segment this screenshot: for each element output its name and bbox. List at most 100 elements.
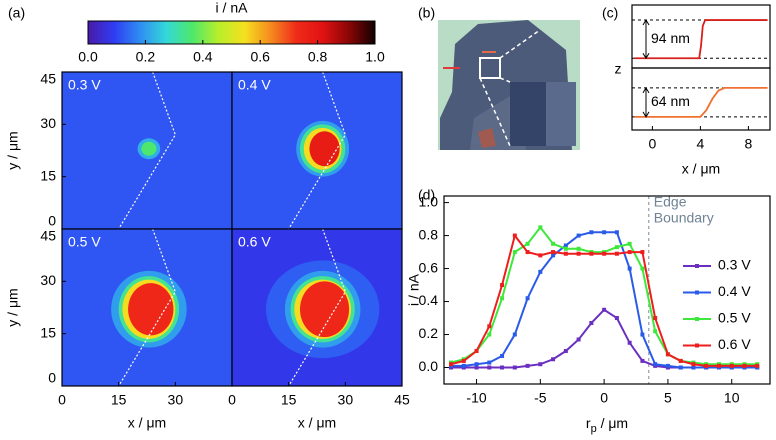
colorbar-tick-label: 0.8 (308, 49, 328, 65)
y-axis-label: z (615, 61, 622, 77)
data-point (538, 253, 543, 258)
colorbar-tick-label: 0.2 (136, 49, 156, 65)
colorbar-title: i / nA (216, 0, 249, 16)
y-tick-label: 30 (40, 272, 56, 288)
heatmap (62, 72, 232, 229)
data-point (716, 363, 721, 368)
panel-label: (c) (602, 5, 618, 21)
data-point (640, 266, 645, 271)
profile-line (634, 87, 768, 118)
x-tick-label: 30 (168, 392, 184, 408)
data-point (576, 251, 581, 256)
data-point (563, 243, 568, 248)
data-point (487, 360, 492, 365)
voltage-label: 0.6 V (238, 234, 271, 250)
x-axis-label: x / μm (682, 161, 720, 177)
y-tick-label: 0 (48, 213, 56, 229)
data-point (551, 253, 556, 258)
data-point (602, 251, 607, 256)
y-axis-label: i / nA (406, 273, 422, 306)
data-point (461, 358, 466, 363)
data-point (691, 362, 696, 367)
data-point (627, 340, 632, 345)
colorbar (87, 20, 376, 45)
x-tick-label: 0 (228, 392, 236, 408)
voltage-label: 0.5 V (68, 234, 101, 250)
data-point (461, 363, 466, 368)
data-point (691, 365, 696, 370)
data-point (704, 363, 709, 368)
voltage-label: 0.4 V (238, 77, 271, 93)
edge-line (288, 229, 346, 386)
series-line (450, 225, 758, 366)
panel-label: (b) (418, 5, 435, 21)
colorbar-tick-label: 0.4 (193, 49, 213, 65)
y-tick-label: 0.0 (419, 358, 439, 374)
data-point (474, 365, 479, 370)
x-tick-label: 10 (724, 390, 740, 406)
data-point (500, 283, 505, 288)
edge-line (118, 72, 176, 229)
x-tick-label: 8 (745, 136, 753, 152)
data-point (602, 230, 607, 235)
edge-line (288, 72, 346, 229)
data-point (525, 296, 530, 301)
data-point (755, 363, 760, 368)
y-axis-label: y / μm (5, 131, 21, 169)
step-arrow (642, 86, 650, 118)
step-label: 94 nm (651, 30, 690, 46)
x-tick-label: 15 (111, 392, 127, 408)
heatmap-region (300, 281, 350, 338)
y-tick-label: 1.0 (419, 193, 439, 209)
data-point (627, 241, 632, 246)
data-point (640, 332, 645, 337)
data-point (640, 358, 645, 363)
y-axis-label: y / μm (5, 288, 21, 326)
legend-label: 0.5 V (718, 310, 751, 326)
data-point (538, 225, 543, 230)
heatmap-region (128, 283, 174, 336)
x-tick-label: 5 (664, 390, 672, 406)
data-point (487, 332, 492, 337)
legend-marker (695, 264, 699, 268)
data-point (665, 352, 670, 357)
legend-label: 0.6 V (718, 336, 751, 352)
frame (443, 195, 771, 385)
x-tick-label: 45 (394, 392, 410, 408)
x-tick-label: 15 (281, 392, 297, 408)
x-tick-label: 0 (649, 136, 657, 152)
data-point (500, 296, 505, 301)
profile-line (634, 19, 768, 60)
edge-line (118, 229, 176, 386)
data-point (627, 250, 632, 255)
y-tick-label: 15 (40, 167, 56, 183)
x-axis-label-unit: / μm (597, 415, 628, 431)
frame (631, 67, 771, 131)
y-tick-label: 30 (40, 115, 56, 131)
x-tick-label: 30 (338, 392, 354, 408)
data-point (512, 332, 517, 337)
data-point (653, 316, 658, 321)
y-tick-label: 0.8 (419, 226, 439, 242)
legend-label: 0.4 V (718, 283, 751, 299)
x-tick-label: 0 (600, 390, 608, 406)
data-point (563, 251, 568, 256)
x-axis-label: x / μm (298, 415, 336, 431)
data-point (602, 307, 607, 312)
data-point (678, 365, 683, 370)
data-point (487, 365, 492, 370)
data-point (614, 245, 619, 250)
y-tick-label: 0 (48, 370, 56, 386)
x-axis-label: rp / μm (586, 415, 628, 435)
legend-label: 0.3 V (718, 257, 751, 273)
data-point (551, 250, 556, 255)
data-point (551, 357, 556, 362)
data-point (474, 362, 479, 367)
y-tick-label: 45 (40, 228, 56, 244)
y-tick-label: 0.6 (419, 259, 439, 275)
data-point (729, 363, 734, 368)
y-tick-label: 15 (40, 324, 56, 340)
panel-label: (d) (418, 187, 435, 203)
data-point (576, 246, 581, 251)
x-axis-label-sub: p (591, 423, 597, 435)
